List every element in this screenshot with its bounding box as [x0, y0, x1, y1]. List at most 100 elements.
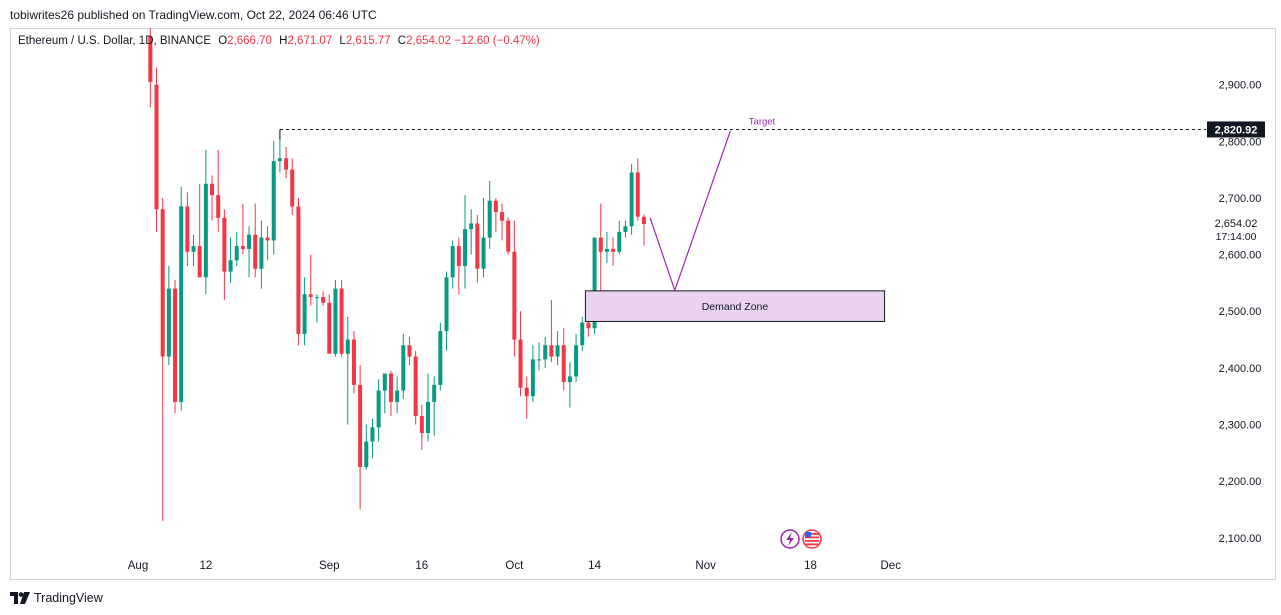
candle-body: [506, 220, 511, 252]
candle-body: [191, 246, 196, 252]
candle[interactable]: [512, 220, 517, 357]
candle[interactable]: [339, 280, 344, 357]
open-label: O: [218, 35, 228, 47]
candle[interactable]: [580, 316, 585, 351]
candle[interactable]: [413, 350, 418, 425]
candle[interactable]: [438, 322, 443, 391]
us-flag-event-icon[interactable]: [802, 529, 822, 549]
candle[interactable]: [203, 149, 208, 295]
candle[interactable]: [302, 277, 307, 346]
candle[interactable]: [240, 203, 245, 255]
candle[interactable]: [364, 424, 369, 470]
candle[interactable]: [259, 220, 264, 289]
candle[interactable]: [487, 180, 492, 249]
candle[interactable]: [419, 404, 424, 451]
candle[interactable]: [345, 316, 350, 425]
candle[interactable]: [376, 379, 381, 442]
candle[interactable]: [407, 336, 412, 366]
candle[interactable]: [290, 158, 295, 215]
candle[interactable]: [234, 231, 239, 266]
candle[interactable]: [549, 299, 554, 363]
candle[interactable]: [148, 28, 153, 108]
candle[interactable]: [388, 370, 393, 417]
candle[interactable]: [327, 294, 332, 354]
candle[interactable]: [179, 186, 184, 411]
candle[interactable]: [641, 214, 646, 246]
candle[interactable]: [351, 331, 356, 394]
candle[interactable]: [370, 418, 375, 459]
candle[interactable]: [308, 254, 313, 306]
candle[interactable]: [314, 294, 319, 323]
price-tick-label: 2,400.00: [1219, 363, 1262, 375]
candle[interactable]: [395, 376, 400, 414]
candle[interactable]: [271, 141, 276, 255]
candle[interactable]: [604, 231, 609, 264]
candle[interactable]: [265, 226, 270, 261]
candle[interactable]: [432, 376, 437, 436]
candle[interactable]: [197, 183, 202, 278]
candle[interactable]: [567, 362, 572, 408]
candle[interactable]: [635, 158, 640, 221]
lightning-event-icon[interactable]: [780, 529, 800, 549]
candle-body: [407, 345, 412, 357]
candle[interactable]: [425, 373, 430, 442]
candle[interactable]: [382, 373, 387, 414]
candle[interactable]: [530, 345, 535, 402]
candle[interactable]: [228, 237, 233, 283]
candle[interactable]: [500, 203, 505, 241]
candle-body: [598, 237, 603, 252]
candle[interactable]: [463, 195, 468, 289]
candle[interactable]: [629, 163, 634, 235]
candle[interactable]: [222, 209, 227, 300]
candle[interactable]: [253, 203, 258, 278]
candle[interactable]: [469, 209, 474, 255]
candle[interactable]: [333, 280, 338, 357]
candle[interactable]: [216, 149, 221, 232]
footer: TradingView: [10, 589, 103, 607]
candle-body: [382, 373, 387, 391]
candle-body: [586, 322, 591, 329]
candle[interactable]: [247, 226, 252, 278]
candle[interactable]: [358, 365, 363, 510]
candle[interactable]: [450, 240, 455, 289]
candle[interactable]: [481, 197, 486, 278]
candle[interactable]: [623, 220, 628, 238]
candle[interactable]: [185, 192, 190, 266]
candle-body: [555, 345, 560, 357]
candle[interactable]: [555, 331, 560, 366]
candle[interactable]: [154, 67, 159, 232]
published-by-line: tobiwrites26 published on TradingView.co…: [10, 8, 377, 22]
candle[interactable]: [296, 197, 301, 346]
tradingview-brand[interactable]: TradingView: [34, 591, 103, 605]
candle[interactable]: [543, 336, 548, 368]
candle[interactable]: [284, 146, 289, 179]
candle[interactable]: [537, 342, 542, 371]
tradingview-logo-icon[interactable]: [10, 592, 30, 604]
candle[interactable]: [210, 175, 215, 221]
demand-zone-box[interactable]: [584, 290, 886, 322]
candle[interactable]: [598, 203, 603, 298]
candle[interactable]: [401, 333, 406, 400]
candle[interactable]: [617, 220, 622, 255]
candle[interactable]: [524, 376, 529, 419]
candle[interactable]: [166, 265, 171, 366]
candle[interactable]: [173, 280, 178, 414]
flag-canton: [805, 532, 811, 537]
candle-body: [296, 206, 301, 334]
candle[interactable]: [160, 197, 165, 521]
price-chart[interactable]: 2,100.00 2,200.00 2,300.00 2,400.00 2,500.00…: [10, 28, 1276, 580]
price-tick-label: 2,900.00: [1219, 80, 1262, 92]
candle[interactable]: [506, 217, 511, 255]
candle[interactable]: [444, 271, 449, 351]
candle[interactable]: [321, 291, 326, 306]
candle[interactable]: [518, 311, 523, 397]
projection-path[interactable]: [649, 130, 731, 293]
candle[interactable]: [561, 328, 566, 391]
candle[interactable]: [191, 234, 196, 266]
candle[interactable]: [574, 333, 579, 383]
candle[interactable]: [475, 214, 480, 283]
candle[interactable]: [456, 237, 461, 295]
candle-body: [487, 200, 492, 238]
candle[interactable]: [611, 237, 616, 266]
candle[interactable]: [493, 197, 498, 232]
